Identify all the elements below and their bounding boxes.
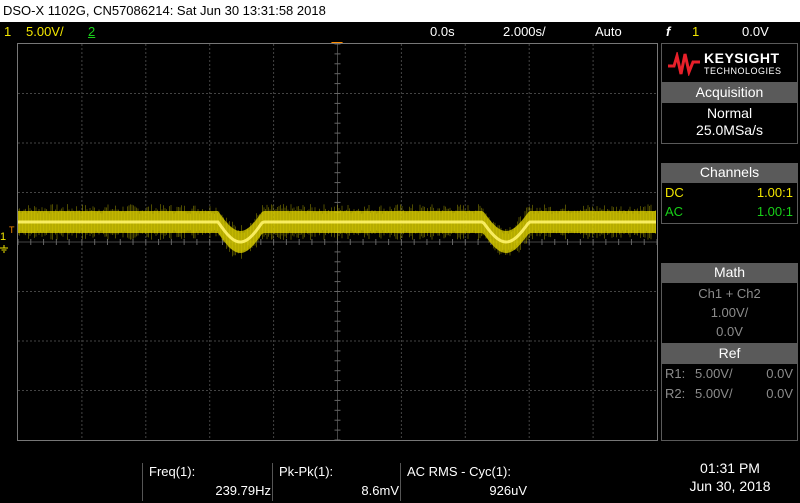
ref1-offset: 0.0V: [766, 366, 793, 381]
channels-header[interactable]: Channels: [661, 163, 798, 182]
math-body: Ch1 + Ch2 1.00V/ 0.0V: [661, 282, 798, 344]
window-title: DSO-X 1102G, CN57086214: Sat Jun 30 13:3…: [0, 0, 800, 22]
ch2-probe: 1.00:1: [756, 204, 793, 219]
brand-name: KEYSIGHT: [704, 50, 780, 66]
ch1-coupling: DC: [665, 185, 684, 200]
math-function: Ch1 + Ch2: [698, 286, 761, 301]
measurement-value: 926uV: [489, 483, 527, 498]
ch1-probe: 1.00:1: [756, 185, 793, 200]
acquisition-body: Normal 25.0MSa/s: [661, 102, 798, 144]
trigger-level-marker[interactable]: T: [9, 225, 15, 235]
ch1-number[interactable]: 1: [4, 24, 12, 39]
trigger-mode[interactable]: Auto: [595, 24, 622, 39]
ch2-coupling: AC: [665, 204, 684, 219]
math-header[interactable]: Math: [661, 263, 798, 282]
ref2-name: R2:: [665, 386, 686, 401]
measurement-pkpk[interactable]: Pk-Pk(1): 8.6mV: [272, 463, 403, 501]
ref1-scale: 5.00V/: [695, 366, 733, 381]
trigger-slope-icon: f: [666, 24, 671, 39]
ref-header[interactable]: Ref: [661, 344, 798, 363]
math-offset: 0.0V: [716, 324, 743, 339]
clock-time: 01:31 PM: [700, 460, 760, 476]
side-panel: KEYSIGHT TECHNOLOGIES Acquisition Normal…: [659, 43, 800, 441]
trigger-source[interactable]: 1: [692, 24, 700, 39]
measurement-value: 239.79Hz: [215, 483, 271, 498]
graticule: [18, 44, 657, 440]
channels-body: DC 1.00:1 AC 1.00:1: [661, 182, 798, 224]
ch2-number[interactable]: 2: [88, 24, 96, 39]
measurement-label: Freq(1):: [149, 464, 196, 479]
clock: 01:31 PM Jun 30, 2018: [660, 460, 800, 494]
ref2-scale: 5.00V/: [695, 386, 733, 401]
acquisition-rate: 25.0MSa/s: [696, 122, 763, 138]
acquisition-header[interactable]: Acquisition: [661, 83, 798, 102]
time-position[interactable]: 0.0s: [430, 24, 455, 39]
acquisition-mode: Normal: [706, 105, 753, 121]
ref-body: R1: 5.00V/ 0.0V R2: 5.00V/ 0.0V: [661, 363, 798, 441]
brand-subtitle: TECHNOLOGIES: [704, 66, 782, 76]
math-scale: 1.00V/: [710, 305, 749, 320]
waveform-display[interactable]: [17, 43, 658, 441]
keysight-wave-icon: [668, 52, 700, 76]
measurement-acrms[interactable]: AC RMS - Cyc(1): 926uV: [400, 463, 531, 501]
measurement-value: 8.6mV: [361, 483, 399, 498]
ch1-ground-marker[interactable]: 1: [0, 231, 17, 255]
time-scale[interactable]: 2.000s/: [503, 24, 546, 39]
ch1-scale[interactable]: 5.00V/: [26, 24, 64, 39]
clock-date: Jun 30, 2018: [689, 478, 771, 494]
trigger-level[interactable]: 0.0V: [742, 24, 769, 39]
status-bar: 1 5.00V/ 2 0.0s 2.000s/ Auto f 1 0.0V: [0, 22, 800, 42]
measurement-freq[interactable]: Freq(1): 239.79Hz: [142, 463, 275, 501]
ch1-marker-label: 1: [0, 231, 7, 243]
ground-icon: [0, 245, 8, 253]
brand-logo: KEYSIGHT TECHNOLOGIES: [661, 43, 798, 83]
ref1-name: R1:: [665, 366, 686, 381]
measurement-label: Pk-Pk(1):: [279, 464, 334, 479]
ref2-offset: 0.0V: [766, 386, 793, 401]
measurement-label: AC RMS - Cyc(1):: [407, 464, 511, 479]
